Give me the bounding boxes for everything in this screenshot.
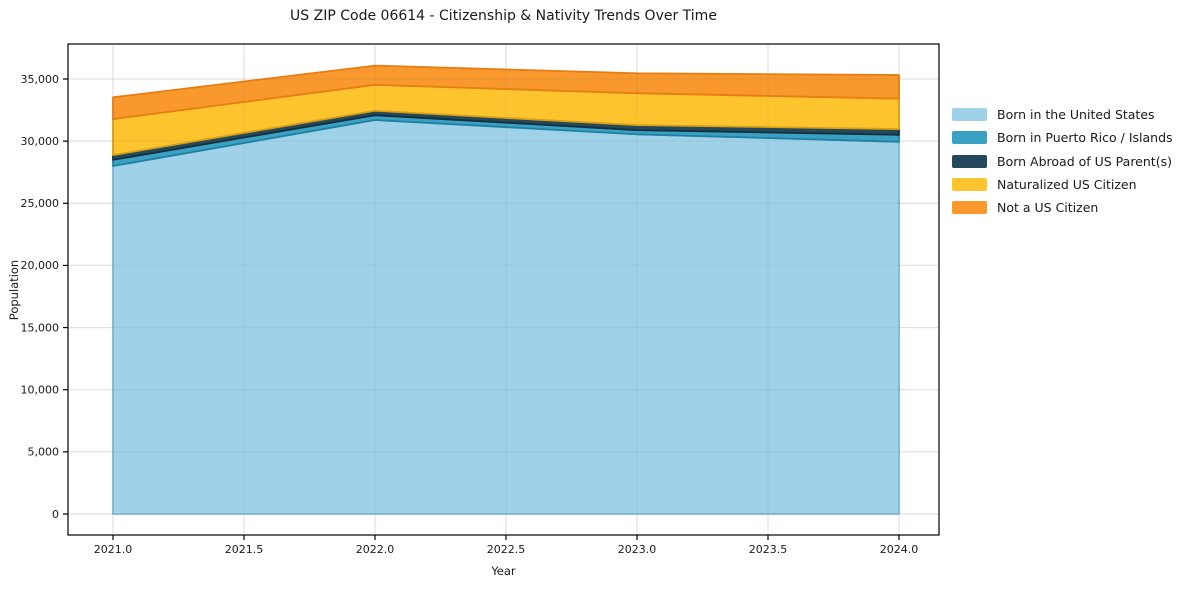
y-axis-label: Population xyxy=(7,259,21,321)
legend-label: Not a US Citizen xyxy=(997,200,1099,216)
legend-item-2: Born Abroad of US Parent(s) xyxy=(952,150,1173,173)
x-tick-label: 2022.0 xyxy=(356,543,395,556)
x-tick-label: 2023.5 xyxy=(749,543,788,556)
legend-label: Naturalized US Citizen xyxy=(997,177,1137,193)
y-tick-label: 15,000 xyxy=(21,321,60,334)
legend-swatch-icon xyxy=(952,178,987,192)
y-tick-label: 20,000 xyxy=(21,259,60,272)
legend-swatch-icon xyxy=(952,131,987,145)
x-tick-label: 2021.5 xyxy=(225,543,264,556)
legend-item-1: Born in Puerto Rico / Islands xyxy=(952,126,1173,149)
area-series-4 xyxy=(112,64,900,120)
x-tick-label: 2021.0 xyxy=(94,543,133,556)
legend-item-4: Not a US Citizen xyxy=(952,196,1173,219)
legend: Born in the United States Born in Puerto … xyxy=(952,103,1173,219)
y-tick-label: 35,000 xyxy=(21,73,60,86)
x-tick-label: 2022.5 xyxy=(487,543,526,556)
plot-area: 0 5,000 10,000 15,000 20,000 25,000 30,000 35,0… xyxy=(21,43,940,556)
plot-border xyxy=(67,43,940,536)
legend-label: Born in the United States xyxy=(997,107,1155,123)
y-tick-label: 10,000 xyxy=(21,384,60,397)
x-axis-label: Year xyxy=(491,564,516,578)
x-tick-label: 2023.0 xyxy=(618,543,657,556)
y-tick-label: 30,000 xyxy=(21,135,60,148)
chart-title: US ZIP Code 06614 - Citizenship & Nativi… xyxy=(290,8,717,24)
y-tick-label: 25,000 xyxy=(21,197,60,210)
y-tick-label: 5,000 xyxy=(28,446,60,459)
legend-swatch-icon xyxy=(952,154,987,168)
legend-label: Born Abroad of US Parent(s) xyxy=(997,153,1172,169)
legend-item-3: Naturalized US Citizen xyxy=(952,173,1173,196)
legend-swatch-icon xyxy=(952,108,987,122)
legend-swatch-icon xyxy=(952,201,987,215)
legend-label: Born in Puerto Rico / Islands xyxy=(997,130,1173,146)
y-tick-label: 0 xyxy=(52,508,59,521)
x-tick-label: 2024.0 xyxy=(880,543,919,556)
legend-item-0: Born in the United States xyxy=(952,103,1173,126)
